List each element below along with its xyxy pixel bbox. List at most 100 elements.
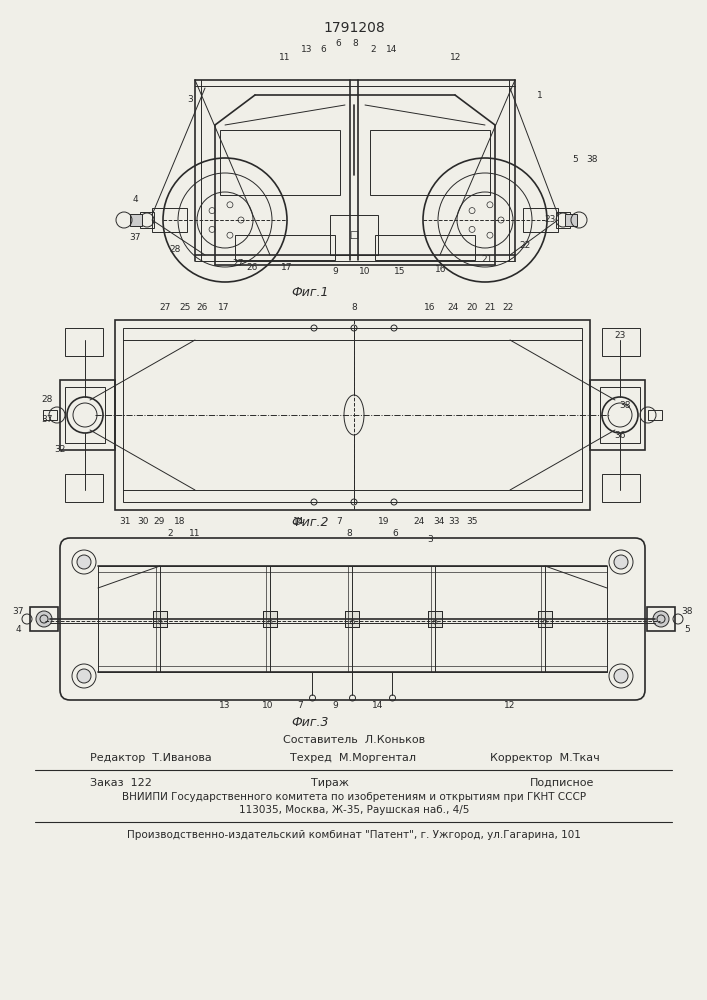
Text: ВНИИПИ Государственного комитета по изобретениям и открытиям при ГКНТ СССР: ВНИИПИ Государственного комитета по изоб… — [122, 792, 586, 802]
Text: 14: 14 — [373, 700, 384, 710]
Bar — [330, 215, 378, 255]
Text: 113035, Москва, Ж-35, Раушская наб., 4/5: 113035, Москва, Ж-35, Раушская наб., 4/5 — [239, 805, 469, 815]
Text: Заказ  122: Заказ 122 — [90, 778, 152, 788]
Text: 8: 8 — [346, 528, 352, 538]
Text: 14: 14 — [386, 45, 397, 54]
Bar — [602, 474, 640, 502]
Text: 27: 27 — [159, 304, 170, 312]
Text: 11: 11 — [279, 52, 291, 62]
Bar — [375, 235, 475, 260]
Text: 31: 31 — [119, 518, 131, 526]
Text: 20: 20 — [467, 304, 478, 312]
Bar — [428, 611, 442, 627]
Text: 6: 6 — [335, 38, 341, 47]
Text: 9: 9 — [332, 700, 338, 710]
Bar — [60, 380, 115, 450]
Bar — [428, 611, 442, 627]
Text: 5: 5 — [572, 155, 578, 164]
Text: 23: 23 — [614, 330, 626, 340]
Text: 18: 18 — [174, 518, 186, 526]
Text: 22: 22 — [503, 304, 513, 312]
Text: 24: 24 — [414, 518, 425, 526]
Text: 21: 21 — [484, 304, 496, 312]
Text: 37: 37 — [12, 606, 24, 615]
Text: 4: 4 — [15, 624, 21, 634]
Text: 6: 6 — [320, 45, 326, 54]
Text: 11: 11 — [189, 528, 201, 538]
Text: 10: 10 — [262, 700, 274, 710]
Bar — [263, 611, 277, 627]
Bar — [523, 208, 558, 232]
Bar — [600, 387, 640, 443]
Text: 17: 17 — [281, 263, 293, 272]
Text: 28: 28 — [169, 245, 181, 254]
Text: 2: 2 — [167, 528, 173, 538]
Text: 8: 8 — [352, 38, 358, 47]
Bar — [220, 130, 340, 195]
Bar — [153, 611, 167, 627]
Text: 10: 10 — [359, 267, 370, 276]
Bar — [538, 611, 552, 627]
Text: 27: 27 — [233, 258, 244, 267]
Bar — [65, 328, 103, 356]
Bar — [346, 611, 359, 627]
Bar — [130, 214, 142, 226]
Text: 7: 7 — [297, 700, 303, 710]
Bar — [123, 328, 582, 502]
Bar — [65, 474, 103, 502]
Text: 3: 3 — [427, 536, 433, 544]
Bar — [43, 410, 57, 420]
Text: Фиг.3: Фиг.3 — [291, 716, 329, 728]
Text: Редактор  Т.Иванова: Редактор Т.Иванова — [90, 753, 212, 763]
Bar — [590, 380, 645, 450]
Text: 3: 3 — [187, 96, 193, 104]
Text: 15: 15 — [395, 267, 406, 276]
Bar — [115, 320, 590, 510]
Bar — [65, 387, 105, 443]
Circle shape — [36, 611, 52, 627]
Bar — [98, 566, 607, 672]
Text: Фиг.1: Фиг.1 — [291, 286, 329, 298]
Text: Корректор  М.Ткач: Корректор М.Ткач — [490, 753, 600, 763]
Text: 22: 22 — [520, 240, 531, 249]
Text: 30: 30 — [137, 518, 148, 526]
Text: Производственно-издательский комбинат "Патент", г. Ужгород, ул.Гагарина, 101: Производственно-издательский комбинат "П… — [127, 830, 581, 840]
Text: 12: 12 — [504, 700, 515, 710]
Circle shape — [614, 555, 628, 569]
Text: Составитель  Л.Коньков: Составитель Л.Коньков — [283, 735, 425, 745]
Text: 38: 38 — [586, 155, 597, 164]
Text: 8: 8 — [351, 304, 357, 312]
Text: 16: 16 — [436, 265, 447, 274]
Text: 13: 13 — [301, 45, 312, 54]
Text: Тираж: Тираж — [311, 778, 349, 788]
Text: 33: 33 — [448, 518, 460, 526]
Bar — [346, 611, 359, 627]
Text: 13: 13 — [219, 700, 230, 710]
Text: 1791208: 1791208 — [323, 21, 385, 35]
Text: 26: 26 — [246, 262, 257, 271]
Bar — [556, 212, 570, 228]
Text: 17: 17 — [218, 304, 230, 312]
Bar — [140, 212, 154, 228]
Text: □: □ — [349, 230, 358, 240]
Text: Фиг.2: Фиг.2 — [291, 516, 329, 530]
Text: 9: 9 — [332, 267, 338, 276]
Text: 25: 25 — [180, 304, 191, 312]
Bar — [263, 611, 277, 627]
Text: 29: 29 — [153, 518, 165, 526]
Text: 37: 37 — [129, 232, 141, 241]
Circle shape — [77, 669, 91, 683]
Bar — [30, 607, 58, 631]
Text: 38: 38 — [682, 606, 693, 615]
Bar — [235, 235, 335, 260]
Text: 32: 32 — [54, 446, 66, 454]
Text: 36: 36 — [614, 430, 626, 440]
Circle shape — [614, 669, 628, 683]
Text: 5: 5 — [684, 624, 690, 634]
Text: 37: 37 — [41, 416, 53, 424]
Text: Техред  М.Моргентал: Техред М.Моргентал — [290, 753, 416, 763]
Text: 14: 14 — [293, 518, 305, 526]
Bar — [647, 607, 675, 631]
Text: 12: 12 — [450, 52, 462, 62]
Bar — [153, 611, 167, 627]
